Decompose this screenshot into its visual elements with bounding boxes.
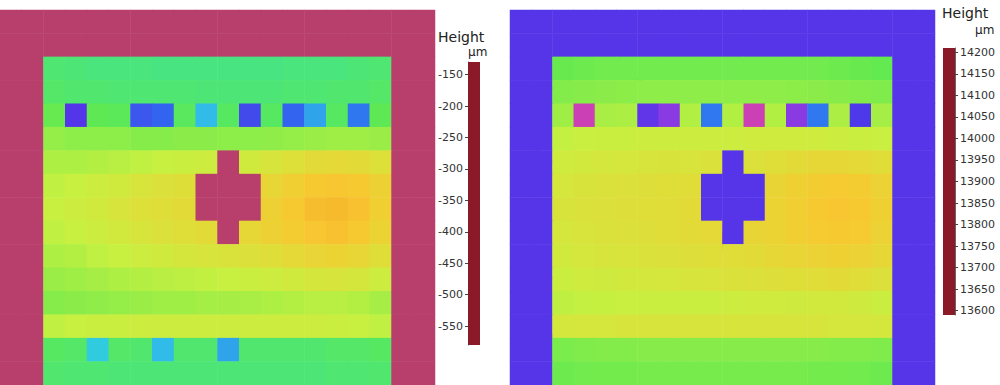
svg-text:-250: -250	[438, 131, 463, 144]
svg-text:13900: 13900	[960, 175, 995, 188]
svg-text:-500: -500	[438, 288, 463, 301]
svg-text:13950: 13950	[960, 153, 995, 166]
svg-text:14150: 14150	[960, 67, 995, 80]
svg-text:13750: 13750	[960, 240, 995, 253]
svg-text:-300: -300	[438, 162, 463, 175]
svg-text:14100: 14100	[960, 89, 995, 102]
svg-text:-150: -150	[438, 68, 463, 81]
svg-text:µm: µm	[468, 45, 487, 59]
svg-text:-350: -350	[438, 194, 463, 207]
svg-text:13800: 13800	[960, 218, 995, 231]
svg-text:14000: 14000	[960, 132, 995, 145]
svg-text:14050: 14050	[960, 110, 995, 123]
svg-text:13600: 13600	[960, 304, 995, 317]
svg-text:14200: 14200	[960, 46, 995, 59]
svg-text:13700: 13700	[960, 261, 995, 274]
svg-text:-550: -550	[438, 320, 463, 333]
svg-text:-200: -200	[438, 100, 463, 113]
svg-text:µm: µm	[975, 23, 994, 37]
svg-text:Height: Height	[942, 5, 989, 21]
svg-text:13650: 13650	[960, 283, 995, 296]
svg-text:Height: Height	[438, 29, 485, 45]
svg-text:-450: -450	[438, 257, 463, 270]
svg-text:-400: -400	[438, 225, 463, 238]
svg-text:13850: 13850	[960, 197, 995, 210]
